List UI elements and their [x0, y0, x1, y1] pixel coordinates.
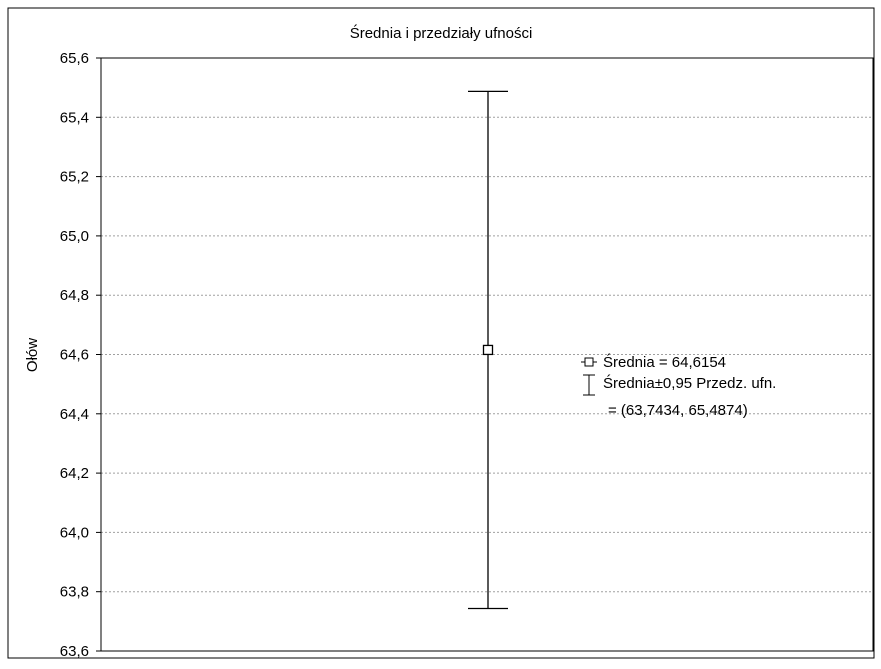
y-axis-label: Ołów — [24, 338, 41, 372]
y-tick-label: 64,4 — [60, 406, 89, 423]
y-tick-label: 65,4 — [60, 109, 89, 126]
y-tick-label: 65,6 — [60, 50, 89, 67]
legend-ci-label-line2: = (63,7434, 65,4874) — [608, 402, 748, 419]
y-tick-label: 65,2 — [60, 169, 89, 186]
legend-ci-symbol — [583, 374, 595, 396]
y-tick-label: 64,2 — [60, 465, 89, 482]
y-tick-label: 63,6 — [60, 643, 89, 660]
chart-title: Średnia i przedziały ufności — [350, 24, 533, 42]
legend-ci-label-line1: Średnia±0,95 Przedz. ufn. — [603, 374, 776, 392]
y-tick-label: 63,8 — [60, 584, 89, 601]
error-bar — [468, 90, 508, 610]
legend: Średnia = 64,6154 Średnia±0,95 Przedz. u… — [581, 353, 776, 419]
legend-mean-symbol — [581, 357, 597, 367]
y-tick-label: 64,0 — [60, 524, 89, 541]
outer-frame — [7, 7, 875, 659]
y-tick-label: 65,0 — [60, 228, 89, 245]
y-tick-label: 64,6 — [60, 347, 89, 364]
plot-area — [100, 57, 874, 652]
y-tick-label: 64,8 — [60, 287, 89, 304]
y-tick-labels: 63,6 63,8 64,0 64,2 64,4 64,6 64,8 65,0 65,2 65,4… — [60, 50, 101, 660]
legend-mean-label: Średnia = 64,6154 — [603, 353, 726, 371]
mean-marker — [482, 344, 494, 356]
